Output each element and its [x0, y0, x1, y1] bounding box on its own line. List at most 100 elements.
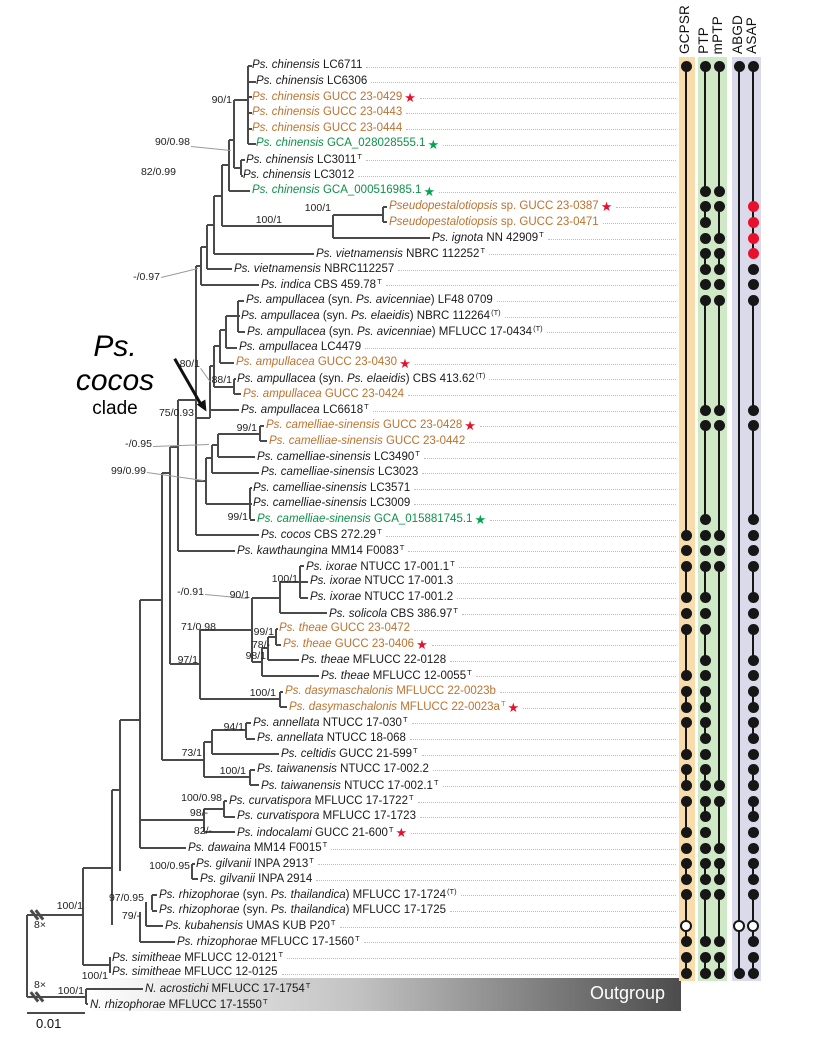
taxon-row: Ps. dawaina MM14 F0015T — [188, 841, 676, 856]
support-pointer-line — [161, 268, 199, 278]
tree-branch — [145, 902, 147, 927]
leader-dots — [443, 144, 676, 146]
tree-branch — [82, 868, 84, 965]
taxon-label: Ps. cocos CBS 272.29T — [261, 527, 382, 542]
dot-mptp — [713, 529, 725, 541]
support-value: 99/1 — [227, 511, 248, 523]
taxon-label: Ps. vietnamensis NBRC 112252T — [316, 245, 486, 260]
taxon-label: Ps. taiwanensis NTUCC 17-002.2 — [257, 763, 429, 776]
taxon-row: Ps. indica CBS 459.78T — [261, 277, 676, 292]
leader-dots — [475, 676, 676, 678]
taxon-row: Ps. ampullacea GUCC 23-0430 ★ — [236, 356, 676, 371]
tree-branch — [300, 596, 308, 599]
tree-branch — [212, 444, 218, 446]
red-dot-asap — [747, 201, 759, 213]
dot-gcpsr — [680, 858, 692, 870]
dot-ptp — [699, 514, 711, 526]
tree-branch — [222, 164, 229, 166]
taxon-row: Ps. camelliae-sinensis GUCC 23-0428 ★ — [266, 418, 676, 433]
taxon-label: Ps. ampullacea (syn. Ps. avicenniae) MFL… — [247, 324, 543, 339]
dot-ptp — [699, 263, 711, 275]
support-value: 82/- — [193, 825, 212, 837]
species-segment-ptp — [704, 629, 706, 661]
dot-ptp — [699, 873, 711, 885]
taxon-row: Ps. chinensis LC6306 — [256, 74, 676, 89]
tree-branch — [249, 488, 251, 520]
dot-gcpsr — [680, 842, 692, 854]
tree-branch — [246, 721, 251, 724]
species-segment-gcpsr — [685, 691, 687, 708]
tree-branch — [140, 847, 186, 849]
dot-asap — [747, 279, 759, 291]
tree-branch — [152, 909, 157, 912]
dot-ptp — [699, 404, 711, 416]
taxon-label: Ps. rhizophorae (syn. Ps. thailandica) M… — [159, 903, 446, 916]
dot-gcpsr — [680, 889, 692, 901]
tree-branch — [248, 80, 256, 83]
dot-asap — [747, 607, 759, 619]
dot-ptp — [699, 216, 711, 228]
clade-label: Ps. cocos clade — [50, 330, 180, 420]
tree-branch — [262, 674, 319, 677]
dot-ptp — [699, 670, 711, 682]
taxon-row: Ps. ampullacea LC4479 — [239, 340, 676, 355]
taxon-label: Ps. ignota NN 42909T — [432, 230, 544, 245]
leader-dots — [408, 551, 676, 553]
leader-dots — [602, 222, 676, 224]
dot-asap — [747, 748, 759, 760]
dot-mptp — [713, 936, 725, 948]
species-segment-gcpsr — [685, 722, 687, 755]
leader-dots — [499, 692, 676, 694]
dot-asap — [747, 858, 759, 870]
leader-dots — [431, 645, 676, 647]
support-value: -/0.91 — [177, 586, 204, 598]
taxon-row: Ps. theae MFLUCC 22-0128 — [301, 653, 676, 668]
taxon-label: N. acrostichi MFLUCC 17-1754T — [145, 981, 311, 995]
tree-branch — [146, 925, 163, 928]
tree-branch — [200, 629, 252, 631]
tree-branch — [250, 784, 259, 787]
leader-dots — [547, 238, 676, 240]
leader-dots — [423, 457, 676, 459]
taxon-label: Pseudopestalotiopsis sp. GUCC 23-0387 — [389, 200, 599, 212]
tree-branch — [246, 737, 255, 740]
tree-branch — [240, 159, 242, 176]
taxon-row: Ps. taiwanensis NTUCC 17-002.1T — [261, 778, 676, 793]
column-header-mptp: mPTP — [710, 16, 725, 55]
dot-gcpsr — [680, 670, 692, 682]
tree-branch — [252, 597, 280, 599]
leader-dots — [287, 957, 676, 959]
taxon-label: Ps. camelliae-sinensis LC3009 — [253, 497, 411, 510]
species-segment-asap — [752, 863, 754, 880]
tree-branch — [333, 213, 383, 216]
red-dot-asap — [747, 248, 759, 260]
taxon-row: Ps. ampullacea (syn. Ps. avicenniae) LF4… — [246, 293, 676, 308]
dot-ptp — [699, 232, 711, 244]
green-star-icon: ★ — [423, 183, 436, 199]
tree-branch — [259, 425, 261, 442]
tree-branch — [234, 393, 241, 396]
species-segment-ptp — [704, 566, 706, 598]
species-segment-ptp — [704, 691, 706, 708]
taxon-label: Ps. camelliae-sinensis GUCC 23-0428 — [266, 418, 463, 431]
tree-branch — [250, 502, 252, 505]
taxon-label: Ps. dasymaschalonis MFLUCC 22-0023aT — [289, 699, 506, 714]
species-segment-gcpsr — [685, 66, 687, 536]
taxon-row: Ps. simitheae MFLUCC 12-0121T — [112, 950, 676, 965]
species-segment-mptp — [718, 894, 720, 942]
species-segment-asap — [752, 691, 754, 708]
tree-branch — [139, 912, 141, 942]
tree-branch — [212, 753, 279, 756]
leader-dots — [450, 660, 676, 662]
column-header-abgd: ABGD — [730, 15, 745, 55]
tree-branch — [214, 385, 234, 388]
tree-branch — [178, 399, 196, 401]
tree-branch — [139, 600, 141, 848]
dot-ptp — [699, 654, 711, 666]
red-dot-asap — [747, 232, 759, 244]
tree-branch — [383, 205, 387, 208]
taxon-label: Ps. annellata NTUCC 18-068 — [257, 731, 406, 744]
dot-gcpsr — [680, 592, 692, 604]
taxon-row: Pseudopestalotiopsis sp. GUCC 23-0471 — [389, 215, 676, 230]
taxon-row: Ps. dasymaschalonis MFLUCC 22-0023aT ★ — [289, 700, 676, 715]
